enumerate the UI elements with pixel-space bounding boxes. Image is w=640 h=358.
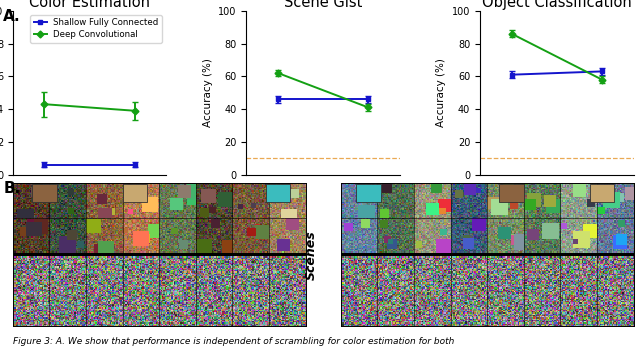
- Text: Figure 3: A. We show that performance is independent of scrambling for color est: Figure 3: A. We show that performance is…: [13, 337, 454, 346]
- Title: Color Estimation: Color Estimation: [29, 0, 150, 10]
- Title: Object Classification: Object Classification: [482, 0, 632, 10]
- Legend: Shallow Fully Connected, Deep Convolutional: Shallow Fully Connected, Deep Convolutio…: [30, 15, 162, 43]
- Y-axis label: Accuracy (%): Accuracy (%): [436, 58, 446, 127]
- Text: Scenes: Scenes: [305, 230, 318, 280]
- Text: A.: A.: [3, 9, 21, 24]
- Text: B.: B.: [3, 181, 20, 196]
- Y-axis label: Accuracy (%): Accuracy (%): [203, 58, 212, 127]
- Title: Scene Gist: Scene Gist: [284, 0, 362, 10]
